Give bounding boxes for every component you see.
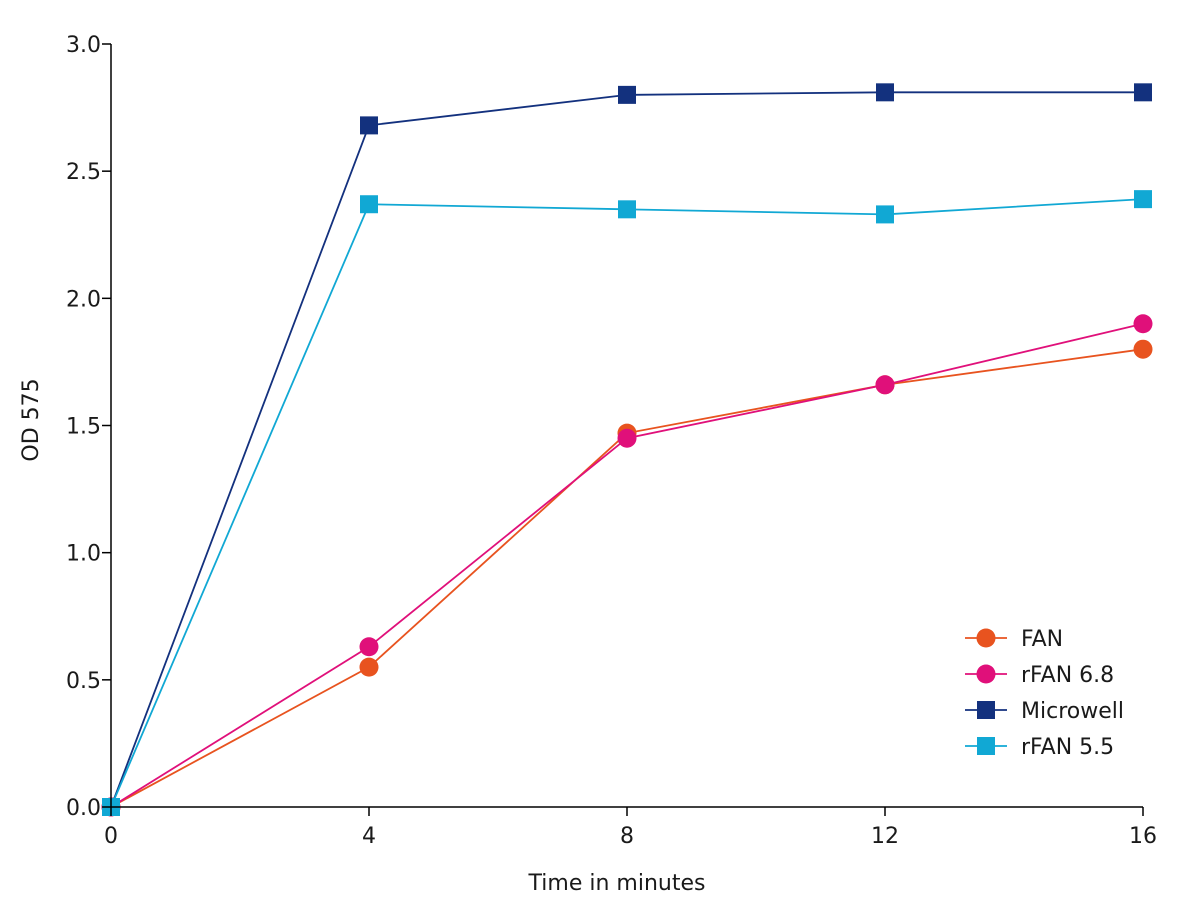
y-tick-label: 3.0 [66, 33, 101, 58]
data-point [618, 85, 636, 104]
y-tick-label: 2.5 [66, 160, 101, 185]
y-tick-label: 0.5 [66, 669, 101, 694]
x-tick-label: 4 [362, 824, 376, 849]
data-point [1133, 339, 1153, 359]
data-point [617, 428, 637, 448]
legend-label: rFAN 5.5 [1021, 735, 1114, 760]
data-point [876, 205, 894, 224]
legend-marker [976, 664, 996, 684]
series-3 [102, 190, 1152, 816]
x-tick-label: 16 [1129, 824, 1157, 849]
legend-label: Microwell [1021, 699, 1124, 724]
legend-marker [976, 628, 996, 648]
data-point [1134, 83, 1152, 102]
data-point [359, 657, 379, 677]
data-point [875, 375, 895, 395]
legend-item: FAN [965, 627, 1063, 652]
x-axis-title: Time in minutes [528, 871, 706, 896]
data-point [1134, 190, 1152, 209]
series-layer [101, 83, 1153, 817]
x-tick-label: 12 [871, 824, 899, 849]
data-point [360, 116, 378, 135]
legend-label: rFAN 6.8 [1021, 663, 1114, 688]
y-tick-label: 2.0 [66, 287, 101, 312]
legend-marker [977, 701, 995, 719]
y-tick-label: 1.5 [66, 415, 101, 440]
legend-item: rFAN 5.5 [965, 735, 1114, 760]
data-point [1133, 314, 1153, 334]
y-tick-label: 1.0 [66, 542, 101, 567]
legend: FAN rFAN 6.8 Microwell rFAN 5.5 [965, 627, 1124, 760]
ticks-layer: 0 4 8 12 16 0.0 0.5 1.0 1.5 2.0 2.5 3.0 [66, 33, 1157, 849]
data-point [618, 200, 636, 219]
y-axis-title: OD 575 [19, 378, 44, 461]
series-line [110, 91, 1143, 808]
x-tick-label: 0 [104, 824, 118, 849]
data-point [360, 195, 378, 214]
legend-item: Microwell [965, 699, 1124, 724]
legend-item: rFAN 6.8 [965, 663, 1114, 688]
x-tick-label: 8 [620, 824, 634, 849]
data-point [359, 637, 379, 657]
data-point [876, 83, 894, 102]
legend-label: FAN [1021, 627, 1063, 652]
y-tick-label: 0.0 [66, 796, 101, 821]
legend-marker [977, 737, 995, 755]
